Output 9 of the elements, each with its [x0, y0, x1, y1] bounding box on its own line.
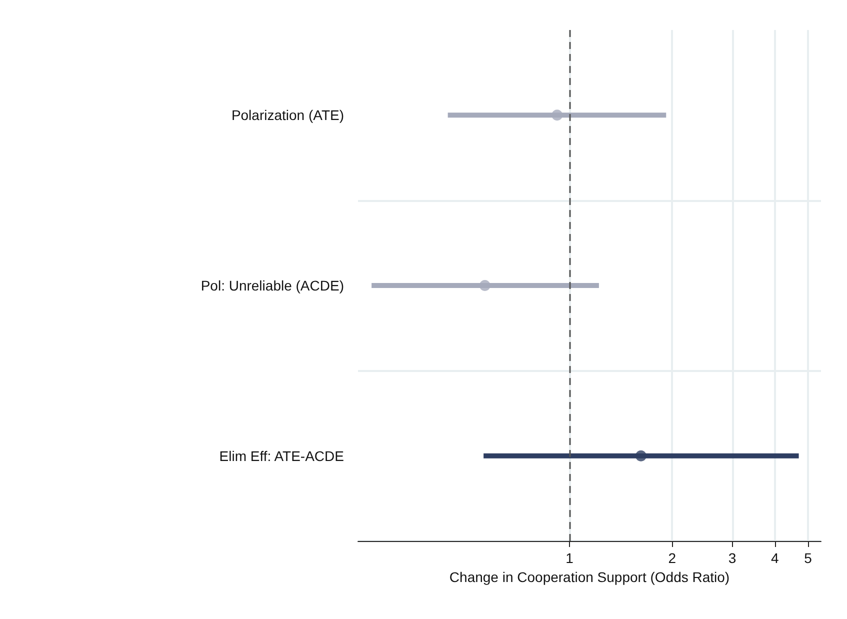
x-tick-label: 3 [728, 550, 736, 566]
x-tick-label: 1 [566, 550, 574, 566]
y-tick-label: Pol: Unreliable (ACDE) [200, 278, 344, 294]
x-tick-label: 2 [668, 550, 676, 566]
x-tick-label: 5 [804, 550, 812, 566]
y-tick-label: Elim Eff: ATE-ACDE [219, 448, 344, 464]
x-axis-title: Change in Cooperation Support (Odds Ratio) [449, 568, 730, 585]
x-tick-label: 4 [770, 550, 779, 566]
y-tick-label: Polarization (ATE) [231, 107, 344, 124]
